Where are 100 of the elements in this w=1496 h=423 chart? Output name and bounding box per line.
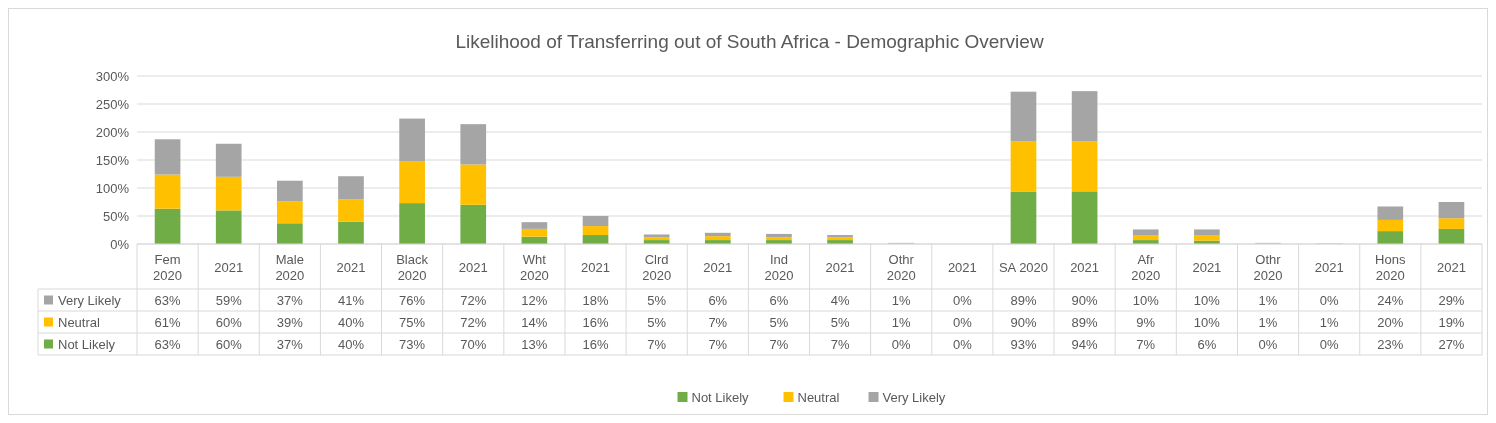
x-tick-label: SA 2020 bbox=[998, 259, 1049, 275]
data-label: 1% bbox=[1258, 292, 1278, 308]
x-tick-label: 2021 bbox=[1192, 259, 1222, 275]
data-label: 14% bbox=[521, 314, 548, 330]
data-label: 24% bbox=[1377, 292, 1404, 308]
data-label: 0% bbox=[952, 292, 973, 308]
data-label: 72% bbox=[460, 292, 487, 308]
data-label: 6% bbox=[708, 292, 728, 308]
x-tick-label: Othr 2020 bbox=[886, 251, 916, 283]
data-label: 60% bbox=[215, 314, 243, 330]
data-label: 0% bbox=[952, 314, 973, 330]
data-label: 7% bbox=[708, 336, 728, 352]
x-tick-label: Ind 2020 bbox=[764, 251, 794, 283]
data-label: 60% bbox=[215, 336, 243, 352]
x-tick-label: 2021 bbox=[703, 259, 733, 275]
x-tick-label: Male 2020 bbox=[275, 251, 305, 283]
y-tick-label: 300% bbox=[95, 68, 130, 84]
data-label: 93% bbox=[1010, 336, 1037, 352]
data-label: 7% bbox=[647, 336, 667, 352]
data-label: 29% bbox=[1438, 292, 1465, 308]
x-tick-label: Hons 2020 bbox=[1375, 251, 1406, 283]
data-label: 6% bbox=[1197, 336, 1217, 352]
data-label: 9% bbox=[1136, 314, 1156, 330]
data-label: 27% bbox=[1438, 336, 1465, 352]
data-label: 73% bbox=[399, 336, 426, 352]
y-tick-label: 200% bbox=[95, 124, 130, 140]
data-label: 90% bbox=[1071, 292, 1099, 308]
data-label: 0% bbox=[1319, 292, 1339, 308]
x-tick-label: 2021 bbox=[581, 259, 610, 275]
y-tick-label: 100% bbox=[95, 180, 130, 196]
data-label: 59% bbox=[215, 292, 243, 308]
data-label: 1% bbox=[1258, 314, 1278, 330]
x-tick-label: 2021 bbox=[825, 259, 855, 275]
data-label: 7% bbox=[769, 336, 789, 352]
data-label: 7% bbox=[830, 336, 850, 352]
data-label: 1% bbox=[1319, 314, 1339, 330]
data-label: 16% bbox=[582, 336, 609, 352]
data-label: 1% bbox=[891, 314, 912, 330]
data-label: 90% bbox=[1010, 314, 1037, 330]
data-label: 1% bbox=[891, 292, 912, 308]
data-label: 0% bbox=[891, 336, 912, 352]
data-label: 75% bbox=[399, 314, 426, 330]
data-label: 0% bbox=[1258, 336, 1278, 352]
data-label: 63% bbox=[154, 292, 182, 308]
data-label: 10% bbox=[1193, 292, 1221, 308]
data-label: 7% bbox=[1136, 336, 1156, 352]
data-label: 16% bbox=[582, 314, 609, 330]
y-tick-label: 50% bbox=[102, 208, 130, 224]
data-label: 5% bbox=[647, 314, 667, 330]
data-label: 5% bbox=[830, 314, 850, 330]
data-label: 37% bbox=[276, 292, 304, 308]
text: Not Likely bbox=[691, 389, 749, 405]
data-label: 39% bbox=[276, 314, 304, 330]
data-label: 0% bbox=[1319, 336, 1339, 352]
text: Neutral bbox=[797, 389, 840, 405]
data-label: 18% bbox=[582, 292, 609, 308]
x-tick-label: Fem 2020 bbox=[153, 251, 183, 283]
legend-label: Not Likely bbox=[58, 336, 116, 352]
data-label: 40% bbox=[337, 314, 365, 330]
data-label: 61% bbox=[154, 314, 182, 330]
data-label: 20% bbox=[1377, 314, 1404, 330]
data-label: 6% bbox=[769, 292, 789, 308]
data-label: 89% bbox=[1071, 314, 1099, 330]
x-tick-label: 2021 bbox=[214, 259, 244, 275]
data-label: 72% bbox=[460, 314, 487, 330]
data-label: 13% bbox=[521, 336, 548, 352]
x-tick-label: 2021 bbox=[336, 259, 366, 275]
data-label: 94% bbox=[1071, 336, 1099, 352]
data-label: 7% bbox=[708, 314, 728, 330]
data-label: 0% bbox=[952, 336, 973, 352]
data-label: 10% bbox=[1193, 314, 1221, 330]
chart-title: Likelihood of Transferring out of South Africa - Demographic Overview bbox=[455, 31, 1044, 52]
data-label: 19% bbox=[1438, 314, 1465, 330]
legend-label: Very Likely bbox=[58, 292, 122, 308]
data-label: 4% bbox=[830, 292, 850, 308]
data-label: 63% bbox=[154, 336, 182, 352]
data-label: 5% bbox=[647, 292, 667, 308]
data-label: 23% bbox=[1377, 336, 1404, 352]
x-tick-label: Afr 2020 bbox=[1131, 251, 1161, 283]
data-label: 10% bbox=[1132, 292, 1160, 308]
data-label: 41% bbox=[337, 292, 365, 308]
x-tick-label: Othr 2020 bbox=[1253, 251, 1283, 283]
data-label: 12% bbox=[521, 292, 548, 308]
data-label: 37% bbox=[276, 336, 304, 352]
x-tick-label: 2021 bbox=[1070, 259, 1100, 275]
x-tick-label: 2021 bbox=[1436, 259, 1466, 275]
x-tick-label: 2021 bbox=[458, 259, 488, 275]
data-label: 76% bbox=[399, 292, 426, 308]
data-label: 89% bbox=[1010, 292, 1037, 308]
x-tick-label: Wht 2020 bbox=[519, 251, 549, 283]
data-label: 40% bbox=[337, 336, 365, 352]
x-tick-label: 2021 bbox=[947, 259, 977, 275]
y-tick-label: 0% bbox=[110, 236, 130, 252]
x-tick-label: Black 2020 bbox=[396, 251, 429, 283]
y-tick-label: 150% bbox=[95, 152, 130, 168]
x-tick-label: 2021 bbox=[1314, 259, 1344, 275]
data-label: 5% bbox=[769, 314, 789, 330]
text: Very Likely bbox=[882, 389, 946, 405]
x-tick-label: Clrd 2020 bbox=[642, 251, 672, 283]
data-label: 70% bbox=[460, 336, 487, 352]
